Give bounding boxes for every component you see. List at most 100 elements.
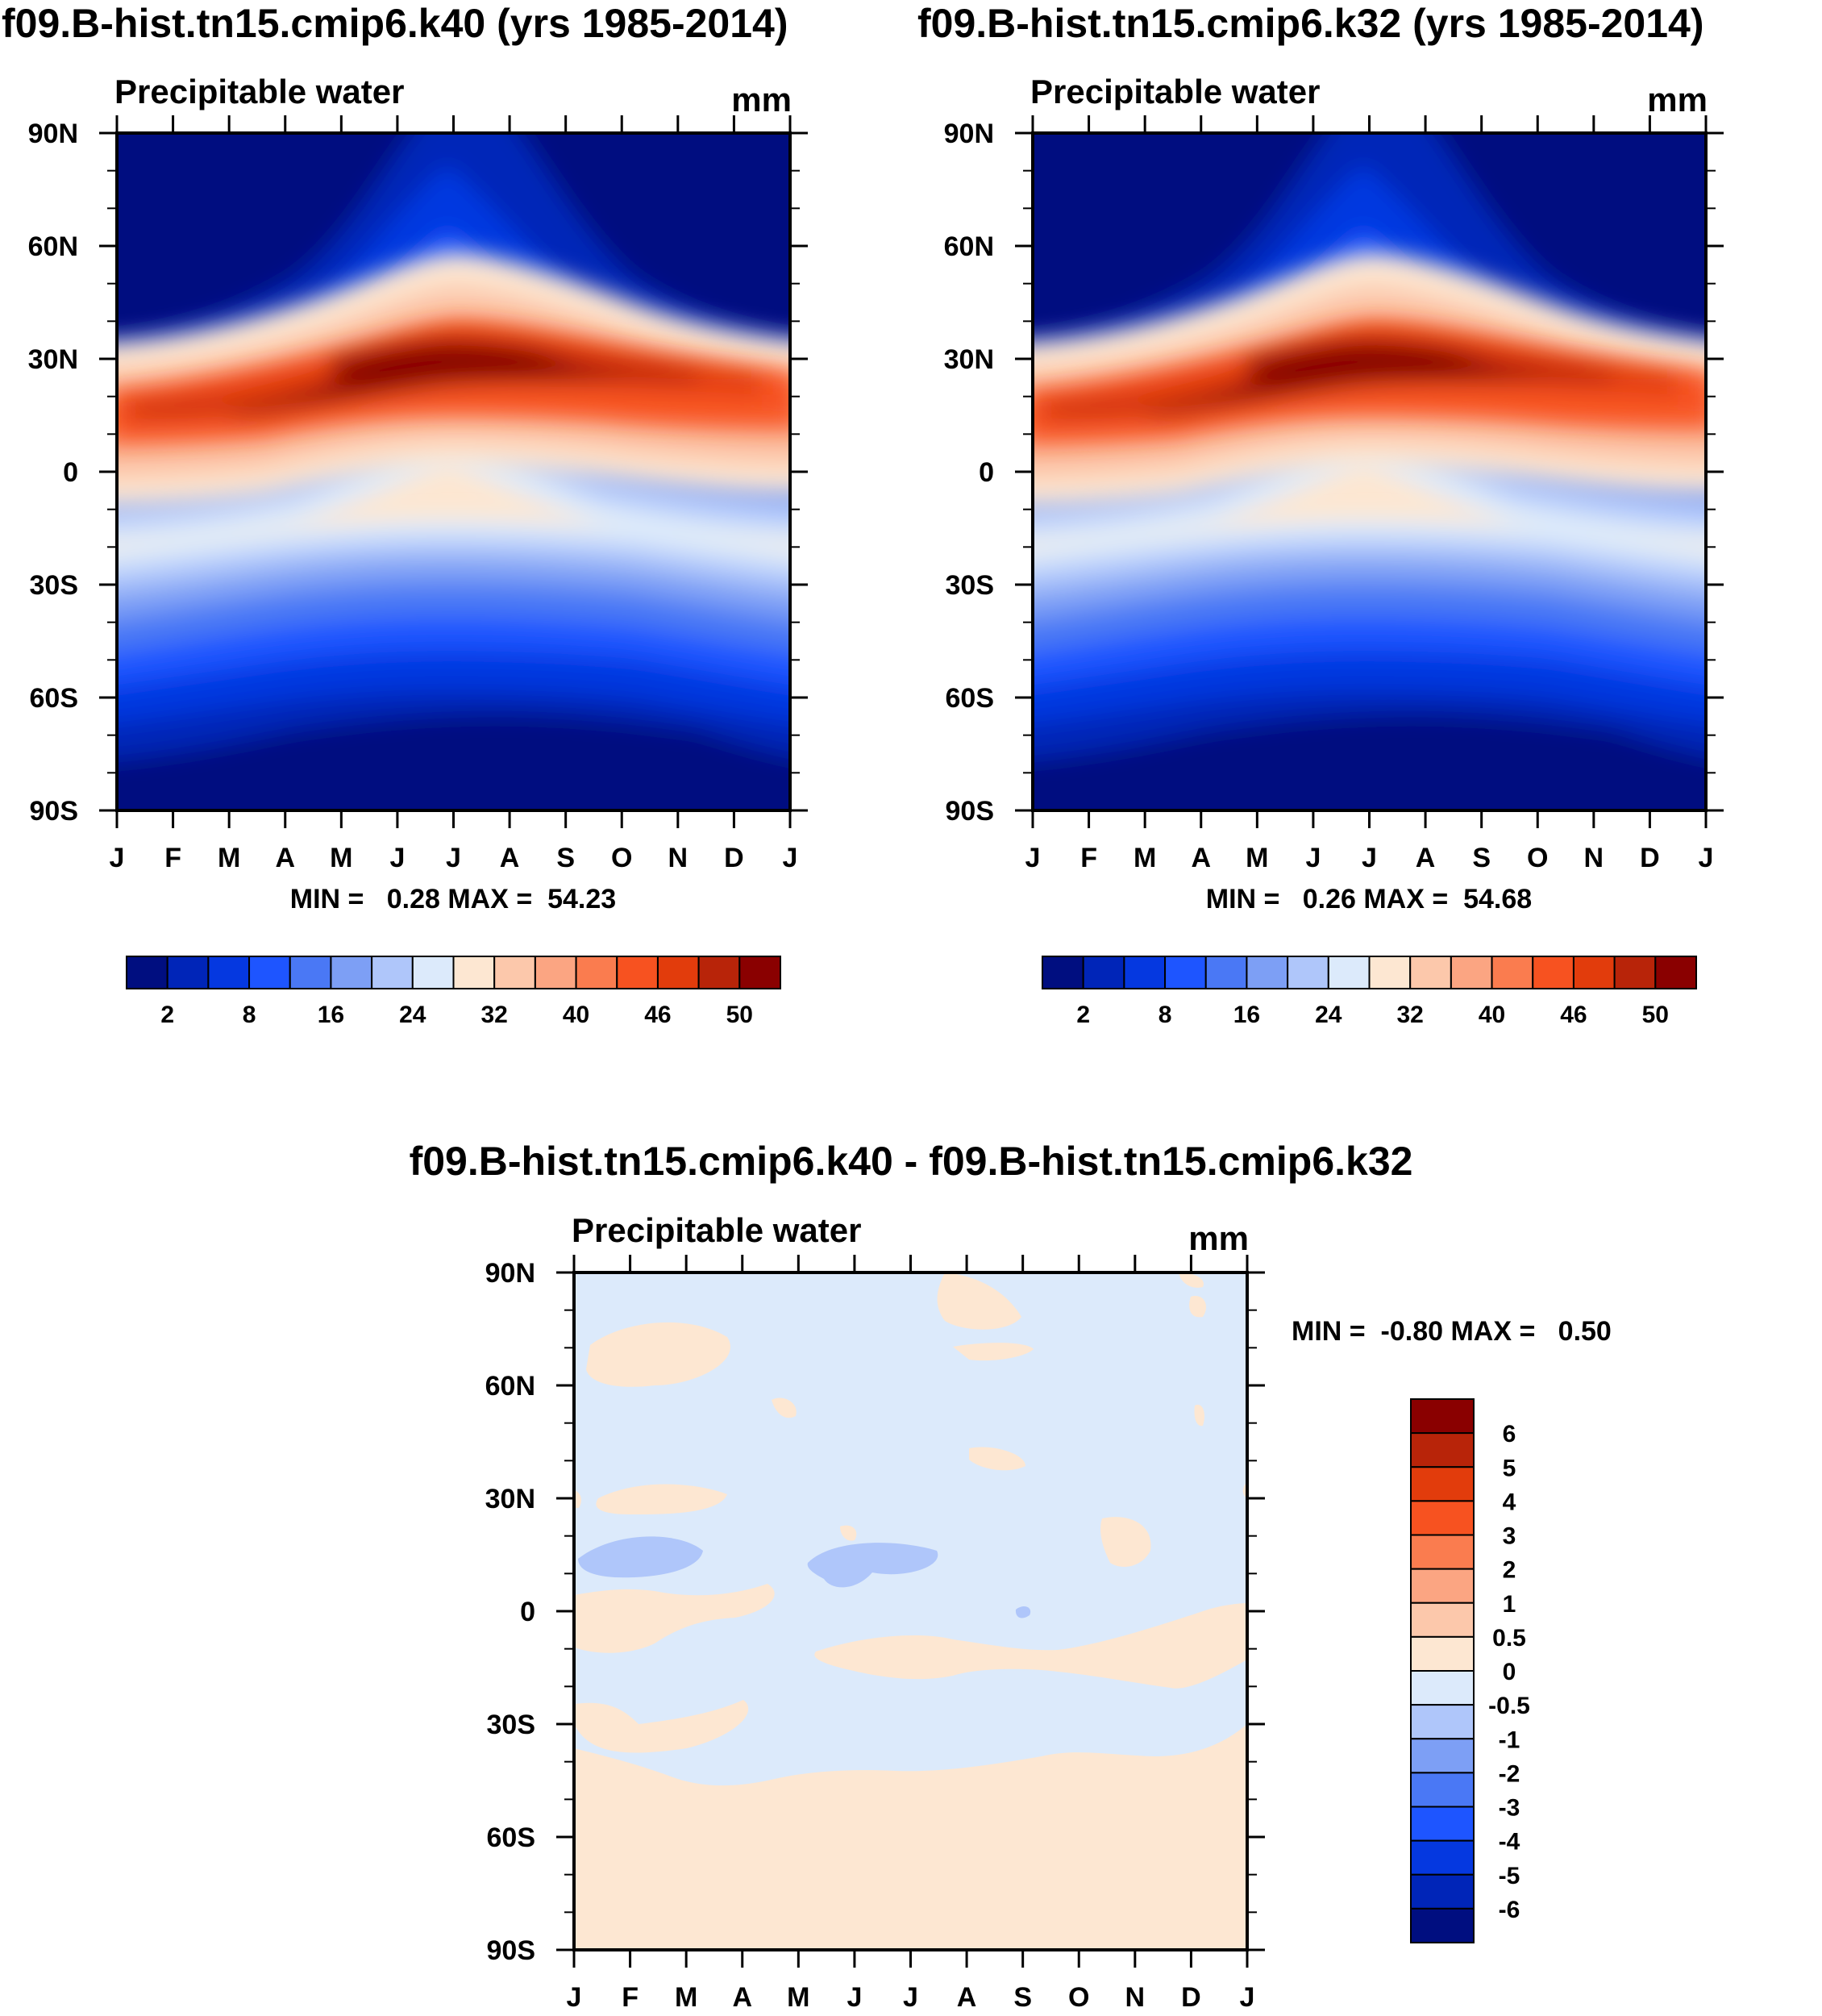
panel-k32-axes: J F M A M J J A S O N D J 90N 60N 30N 0 30S 60S 90S bbox=[944, 115, 1724, 873]
colorbar-label: -0.5 bbox=[1488, 1693, 1530, 1719]
x-tick-label: M bbox=[218, 843, 240, 873]
colorbar-swatch bbox=[1410, 1873, 1475, 1910]
colorbar-swatch bbox=[616, 956, 659, 989]
panel-diff-units: mm bbox=[1188, 1219, 1249, 1257]
colorbar-swatch bbox=[371, 956, 414, 989]
x-tick-label: J bbox=[389, 843, 405, 873]
colorbar-swatch bbox=[126, 956, 168, 989]
x-tick-label: A bbox=[732, 1982, 752, 2013]
colorbar-label: 32 bbox=[1397, 1002, 1424, 1028]
y-tick-label: 0 bbox=[979, 457, 994, 488]
diff-blob bbox=[969, 1447, 1025, 1471]
colorbar-swatch bbox=[1410, 1432, 1475, 1468]
colorbar-label: -3 bbox=[1499, 1795, 1520, 1822]
colorbar-swatch bbox=[289, 956, 332, 989]
y-tick-label: 30S bbox=[30, 570, 79, 601]
x-tick-label: J bbox=[567, 1982, 582, 2013]
y-tick-label: 30N bbox=[28, 344, 78, 375]
y-tick-label: 30N bbox=[485, 1484, 535, 1514]
colorbar-swatch bbox=[493, 956, 536, 989]
x-tick-label: J bbox=[1305, 843, 1321, 873]
y-tick-label: 60S bbox=[30, 683, 79, 714]
x-tick-label: M bbox=[330, 843, 352, 873]
colorbar-swatch bbox=[1410, 1772, 1475, 1808]
colorbar-swatch bbox=[1327, 956, 1371, 989]
diff-blob bbox=[574, 1584, 775, 1653]
y-tick-label: 60S bbox=[487, 1822, 536, 1853]
diff-blob bbox=[772, 1397, 797, 1418]
x-tick-label: N bbox=[1125, 1982, 1146, 2013]
colorbar-label: -6 bbox=[1499, 1897, 1520, 1923]
y-tick-label: 90S bbox=[946, 796, 995, 827]
colorbar-label: -4 bbox=[1499, 1829, 1520, 1856]
colorbar-label: 16 bbox=[318, 1002, 344, 1028]
y-tick-label: 30S bbox=[946, 570, 995, 601]
x-tick-label: O bbox=[1068, 1982, 1089, 2013]
panel-diff-subtitle: Precipitable water bbox=[572, 1211, 861, 1249]
colorbar-swatch bbox=[1410, 1738, 1475, 1774]
x-tick-label: A bbox=[1416, 843, 1436, 873]
x-tick-label: F bbox=[622, 1982, 639, 2013]
colorbar-swatch bbox=[1410, 1907, 1475, 1943]
y-tick-label: 60N bbox=[485, 1371, 535, 1402]
colorbar-swatch bbox=[1368, 956, 1412, 989]
x-tick-label: J bbox=[847, 1982, 862, 2013]
panel-k40-title: f09.B-hist.tn15.cmip6.k40 (yrs 1985-2014… bbox=[2, 1, 788, 46]
colorbar-swatch bbox=[1410, 1839, 1475, 1876]
panel-k40-subtitle: Precipitable water bbox=[114, 73, 404, 110]
panel-k32-units: mm bbox=[1647, 81, 1708, 119]
x-tick-label: A bbox=[500, 843, 520, 873]
colorbar-swatch bbox=[166, 956, 210, 989]
x-tick-label: J bbox=[1362, 843, 1377, 873]
y-tick-label: 0 bbox=[520, 1597, 535, 1627]
x-tick-label: O bbox=[1527, 843, 1548, 873]
colorbar-swatch bbox=[1410, 1466, 1475, 1502]
colorbar-swatch bbox=[1287, 956, 1329, 989]
panel-k40-colorbar: 2 8 16 24 32 40 46 50 bbox=[126, 956, 781, 1028]
y-tick-label: 30S bbox=[487, 1710, 536, 1740]
diff-blob bbox=[1179, 1272, 1204, 1288]
colorbar-label: 50 bbox=[1642, 1002, 1669, 1028]
panel-k32-colorbar: 2 8 16 24 32 40 46 50 bbox=[1042, 956, 1697, 1028]
y-tick-label: 30N bbox=[944, 344, 994, 375]
colorbar-swatch bbox=[1654, 956, 1697, 989]
x-tick-label: F bbox=[164, 843, 181, 873]
diff-blob bbox=[574, 1490, 581, 1508]
y-tick-label: 0 bbox=[63, 457, 78, 488]
diff-blob bbox=[596, 1484, 727, 1514]
colorbar-swatch bbox=[1082, 956, 1125, 989]
colorbar-swatch bbox=[452, 956, 496, 989]
x-tick-label: O bbox=[611, 843, 632, 873]
colorbar-label: -5 bbox=[1499, 1863, 1520, 1889]
panel-diff-field bbox=[574, 1272, 1247, 1950]
panel-k32-field bbox=[1000, 101, 1738, 867]
colorbar-swatch bbox=[1410, 1602, 1475, 1638]
x-tick-label: M bbox=[675, 1982, 697, 2013]
diff-blob bbox=[578, 1536, 703, 1578]
diff-blob bbox=[1100, 1517, 1151, 1567]
colorbar-swatch bbox=[738, 956, 781, 989]
y-tick-label: 90N bbox=[28, 119, 78, 149]
x-tick-label: S bbox=[1013, 1982, 1032, 2013]
colorbar-label: 5 bbox=[1503, 1455, 1516, 1481]
x-tick-label: J bbox=[446, 843, 461, 873]
diff-blob bbox=[953, 1343, 1034, 1361]
colorbar-swatch bbox=[1410, 1398, 1475, 1435]
y-tick-label: 60S bbox=[946, 683, 995, 714]
colorbar-label: 40 bbox=[563, 1002, 589, 1028]
colorbar-label: 16 bbox=[1233, 1002, 1260, 1028]
colorbar-label: 4 bbox=[1503, 1489, 1516, 1515]
colorbar-label: 24 bbox=[1315, 1002, 1342, 1028]
x-tick-label: S bbox=[556, 843, 575, 873]
colorbar-swatch bbox=[1410, 1670, 1475, 1706]
colorbar-swatch bbox=[1410, 1534, 1475, 1570]
x-tick-label: A bbox=[957, 1982, 977, 2013]
colorbar-label: 40 bbox=[1479, 1002, 1505, 1028]
panel-k32-title: f09.B-hist.tn15.cmip6.k32 (yrs 1985-2014… bbox=[917, 1, 1704, 46]
diff-blob bbox=[574, 1724, 1247, 1950]
diff-blob bbox=[586, 1322, 730, 1387]
colorbar-label: 6 bbox=[1503, 1421, 1516, 1447]
diff-blob bbox=[814, 1603, 1247, 1689]
colorbar-swatch bbox=[1410, 1806, 1475, 1842]
